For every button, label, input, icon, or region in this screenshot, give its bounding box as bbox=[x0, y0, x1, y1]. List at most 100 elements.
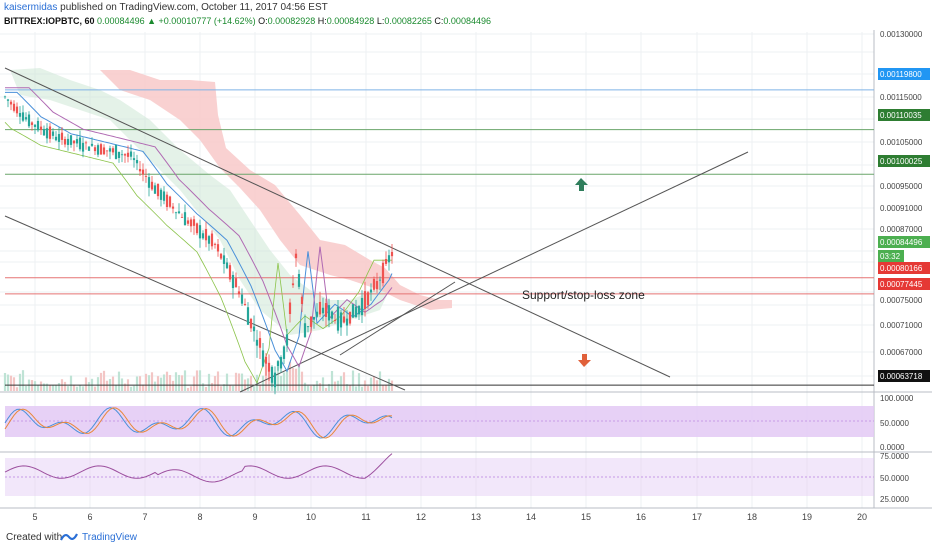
candle-body bbox=[384, 259, 388, 264]
volume-bar bbox=[366, 385, 370, 391]
price-tick-label: 0.00095000 bbox=[880, 182, 923, 191]
volume-bar bbox=[390, 380, 394, 391]
price-badge-label: 0.00080166 bbox=[880, 264, 923, 273]
horizontal-levels[interactable] bbox=[5, 89, 874, 386]
volume-bar bbox=[360, 386, 364, 391]
candle-body bbox=[48, 126, 52, 139]
candle-body bbox=[15, 106, 19, 114]
volume-bar bbox=[66, 386, 70, 391]
candle-body bbox=[150, 181, 154, 190]
trendline[interactable] bbox=[339, 281, 456, 356]
author-link[interactable]: kaisermidas bbox=[4, 2, 58, 13]
time-tick-label: 13 bbox=[471, 512, 481, 522]
volume-bar bbox=[24, 385, 28, 391]
osc1-tick-label: 100.0000 bbox=[880, 394, 914, 403]
candle-body bbox=[213, 243, 217, 245]
time-tick-label: 7 bbox=[142, 512, 147, 522]
trendline[interactable] bbox=[4, 215, 406, 391]
volume-bar bbox=[300, 371, 304, 391]
volume-bar bbox=[39, 381, 43, 391]
candle-body bbox=[126, 152, 130, 157]
price-badge-label: 03:32 bbox=[880, 252, 901, 261]
lagging-line bbox=[4, 122, 392, 384]
volume-bar bbox=[117, 371, 121, 391]
candle-body bbox=[117, 151, 121, 159]
stoch-k-line bbox=[4, 407, 393, 439]
candle-body bbox=[195, 223, 199, 234]
chart-header: kaisermidas published on TradingView.com… bbox=[0, 0, 932, 30]
candle-body bbox=[21, 112, 25, 121]
volume-bar bbox=[258, 385, 262, 391]
price-tick-label: 0.00130000 bbox=[880, 30, 923, 39]
candle-body bbox=[42, 128, 46, 136]
volume-bar bbox=[231, 385, 235, 391]
volume-bar bbox=[144, 373, 148, 391]
volume-bar bbox=[129, 386, 133, 391]
candle-body bbox=[156, 183, 160, 197]
time-axis[interactable]: 5 6 7 8 9 10 11 12 13 14 15 16 17 18 19 20 bbox=[32, 512, 867, 522]
price-badge bbox=[878, 155, 930, 167]
candle-body bbox=[30, 122, 34, 125]
candle-body bbox=[360, 297, 364, 316]
candle-body bbox=[264, 356, 268, 364]
time-tick-label: 10 bbox=[306, 512, 316, 522]
volume-bar bbox=[123, 383, 127, 391]
price-chart[interactable]: Support/stop-loss zone 0.00130000 0.00115… bbox=[0, 0, 932, 528]
volume-bar bbox=[3, 372, 7, 391]
candle-body bbox=[261, 350, 265, 367]
volume-bar bbox=[354, 386, 358, 391]
candle-body bbox=[105, 150, 109, 152]
candle-body bbox=[345, 318, 349, 326]
candle-body bbox=[309, 316, 313, 327]
volume-bar bbox=[219, 386, 223, 391]
candle-body bbox=[357, 306, 361, 315]
indicator-lines bbox=[4, 87, 393, 483]
candle-body bbox=[192, 219, 196, 226]
candle-body bbox=[333, 319, 337, 321]
candle-body bbox=[291, 283, 295, 286]
volume-bar bbox=[288, 361, 292, 391]
volume-bar bbox=[216, 371, 220, 391]
trendlines[interactable] bbox=[4, 67, 749, 393]
candle-body bbox=[390, 251, 394, 257]
volume-bar bbox=[12, 377, 16, 391]
low-label: L: bbox=[376, 16, 385, 26]
volume-bar bbox=[276, 366, 280, 391]
time-tick-label: 17 bbox=[692, 512, 702, 522]
candle-body bbox=[60, 132, 64, 140]
price-badge-label: 0.00110035 bbox=[880, 111, 922, 120]
ichimoku-cloud bbox=[10, 68, 452, 335]
volume-bar bbox=[6, 374, 10, 391]
tradingview-logo-icon[interactable] bbox=[60, 530, 78, 544]
osc2-tick-label: 25.0000 bbox=[880, 495, 909, 504]
volume-bar bbox=[228, 385, 232, 391]
volume-bar bbox=[93, 386, 97, 391]
stoch-d-line bbox=[4, 407, 393, 439]
candle-body bbox=[207, 236, 211, 244]
footer: Created with TradingView bbox=[0, 528, 932, 550]
volume-bar bbox=[171, 380, 175, 391]
tradingview-brand[interactable]: TradingView bbox=[82, 532, 138, 543]
candle-body bbox=[381, 262, 385, 284]
trendline[interactable] bbox=[239, 151, 749, 393]
price-badge bbox=[878, 370, 930, 382]
trendline[interactable] bbox=[4, 67, 671, 378]
volume-bar bbox=[327, 383, 331, 391]
osc1-tick-label: 50.0000 bbox=[880, 419, 909, 428]
volume-bar bbox=[87, 382, 91, 391]
price-tick-label: 0.00115000 bbox=[880, 93, 922, 102]
time-tick-label: 14 bbox=[526, 512, 536, 522]
volume-bar bbox=[381, 384, 385, 391]
volume-bar bbox=[210, 382, 214, 391]
conversion-line bbox=[5, 91, 393, 373]
candle-body bbox=[267, 362, 271, 372]
volume-bar bbox=[213, 376, 217, 391]
candle-body bbox=[144, 176, 148, 177]
volume-bar bbox=[57, 383, 61, 391]
volume-bar bbox=[357, 373, 361, 391]
volume-bar bbox=[315, 380, 319, 391]
price-axis[interactable]: 0.00130000 0.00115000 0.00105000 0.00095000… bbox=[878, 30, 930, 504]
low-value: 0.00082265 bbox=[384, 16, 432, 26]
candle-body bbox=[315, 311, 319, 317]
price-badge bbox=[878, 262, 930, 274]
